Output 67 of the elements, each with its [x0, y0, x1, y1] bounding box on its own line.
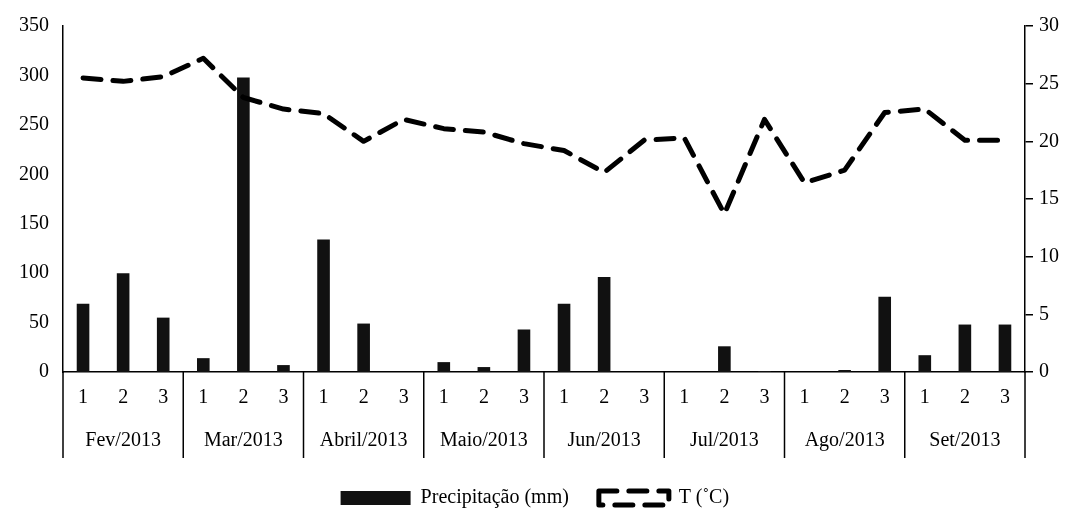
x-tick-label: 3	[879, 385, 890, 408]
y2-tick-label: 10	[1039, 243, 1059, 266]
text: Ago/2013	[804, 428, 885, 452]
bar	[357, 323, 370, 372]
text: Maio/2013	[439, 428, 528, 451]
y2-tick-label: 5	[1039, 301, 1049, 324]
x-tick-label: 2	[358, 385, 369, 408]
bar	[998, 324, 1012, 372]
bar	[477, 367, 491, 372]
x-tick-label: 1	[919, 385, 930, 408]
bar	[76, 303, 90, 372]
x-tick-label: 3	[639, 385, 650, 408]
bar	[517, 329, 531, 372]
bar	[437, 362, 451, 372]
text: Mar/2013	[203, 428, 283, 451]
x-tick-label: 3	[158, 385, 169, 408]
y-tick-label: 200	[19, 161, 49, 184]
legend-label: Precipitação (mm)	[420, 485, 569, 509]
bar	[317, 239, 330, 372]
bar	[597, 277, 611, 372]
bar	[116, 273, 130, 372]
x-tick-label: 1	[318, 385, 329, 408]
x-tick-label: 3	[398, 385, 409, 408]
x-tick-label: 2	[839, 385, 850, 408]
x-tick-label: 3	[759, 385, 770, 408]
x-tick-label: 3	[278, 385, 289, 408]
y2-tick-label: 0	[1039, 359, 1049, 382]
y2-tick-label: 20	[1039, 128, 1059, 151]
x-tick-label: 2	[719, 385, 730, 408]
text: Jun/2013	[567, 428, 641, 451]
x-tick-label: 1	[559, 385, 570, 408]
bar	[878, 296, 892, 372]
x-tick-label: 2	[599, 385, 610, 408]
x-tick-label: 2	[478, 385, 489, 408]
y-tick-label: 150	[19, 210, 49, 233]
x-tick-label: 1	[438, 385, 449, 408]
y-tick-label: 300	[19, 62, 49, 85]
x-tick-label: 2	[238, 385, 249, 408]
x-tick-label: 1	[799, 385, 810, 408]
y-tick-label: 250	[19, 112, 49, 135]
bar	[718, 346, 731, 372]
bar	[277, 365, 290, 372]
y2-tick-label: 15	[1039, 186, 1059, 209]
y-tick-label: 100	[19, 260, 49, 283]
x-tick-label: 3	[518, 385, 529, 408]
text: Fev/2013	[85, 428, 161, 451]
x-tick-label: 3	[999, 385, 1010, 408]
bar	[918, 355, 932, 372]
legend-label: T (˚C)	[678, 485, 730, 509]
text: Set/2013	[929, 428, 1001, 451]
bar	[196, 358, 210, 372]
bar	[557, 303, 571, 372]
text: Jul/2013	[689, 428, 759, 451]
x-tick-label: 1	[679, 385, 690, 408]
y-tick-label: 350	[19, 13, 49, 36]
x-tick-label: 2	[959, 385, 970, 408]
y-tick-label: 50	[29, 309, 49, 332]
text: Abril/2013	[319, 428, 408, 451]
x-tick-label: 1	[198, 385, 209, 408]
bar	[958, 324, 972, 372]
x-tick-label: 2	[118, 385, 129, 408]
bar	[156, 317, 170, 372]
y-tick-label: 0	[39, 359, 49, 382]
bar	[237, 77, 250, 372]
y2-tick-label: 25	[1039, 70, 1059, 93]
y2-tick-label: 30	[1039, 13, 1059, 36]
x-tick-label: 1	[78, 385, 89, 408]
